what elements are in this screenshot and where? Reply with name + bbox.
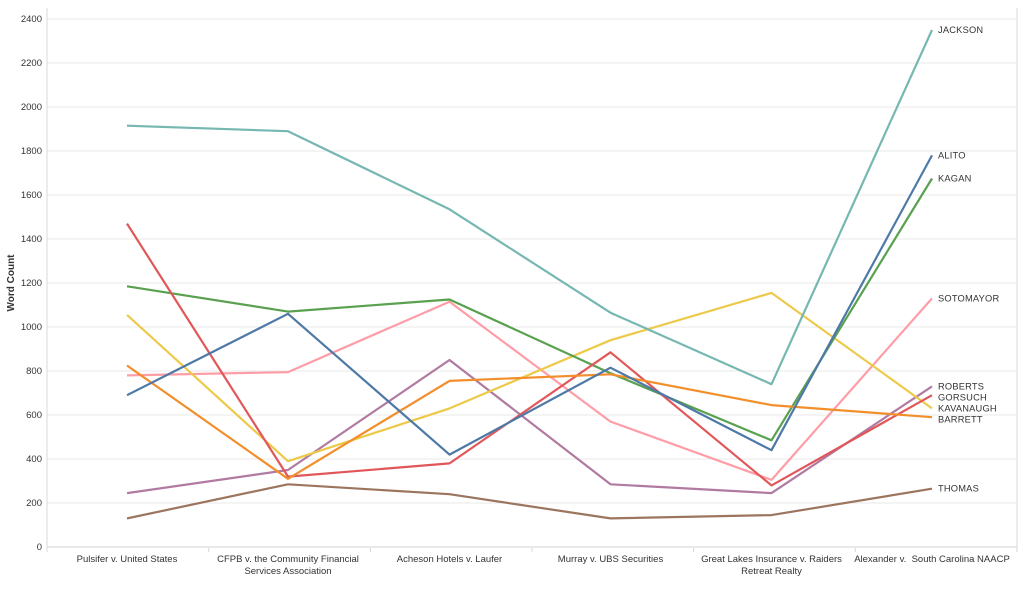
- series-end-label-kagan[interactable]: KAGAN: [938, 174, 972, 184]
- y-tick-label: 200: [26, 498, 42, 509]
- series-line-barrett[interactable]: [126, 364, 933, 480]
- x-axis-label: Alexander v. South Carolina NAACP: [854, 554, 1010, 565]
- series-line-gorsuch[interactable]: [126, 223, 933, 487]
- y-tick-label: 600: [26, 410, 42, 421]
- y-tick-label: 1400: [21, 234, 42, 245]
- series-end-label-thomas[interactable]: THOMAS: [938, 484, 979, 494]
- y-tick-label: 1800: [21, 146, 42, 157]
- x-axis-label: CFPB v. the Community Financial: [217, 554, 359, 565]
- series-line-alito[interactable]: [126, 154, 933, 456]
- y-tick-label: 800: [26, 366, 42, 377]
- series-end-label-kavanaugh[interactable]: KAVANAUGH: [938, 403, 997, 413]
- series-line-kagan[interactable]: [126, 177, 933, 442]
- y-tick-label: 1200: [21, 278, 42, 289]
- x-axis-label: Services Association: [244, 566, 331, 577]
- series-line-thomas[interactable]: [126, 483, 933, 520]
- x-axis-label: Retreat Realty: [741, 566, 802, 577]
- y-tick-label: 0: [37, 542, 42, 553]
- series-end-label-sotomayor[interactable]: SOTOMAYOR: [938, 293, 999, 303]
- series-end-label-gorsuch[interactable]: GORSUCH: [938, 392, 987, 402]
- y-tick-label: 1000: [21, 322, 42, 333]
- series-end-label-barrett[interactable]: BARRETT: [938, 414, 983, 424]
- series-line-kavanaugh[interactable]: [126, 291, 933, 463]
- y-axis-title: Word Count: [6, 254, 17, 312]
- x-axis-label: Murray v. UBS Securities: [558, 554, 664, 565]
- series-line-roberts[interactable]: [126, 358, 933, 495]
- y-tick-label: 2400: [21, 14, 42, 25]
- y-tick-label: 1600: [21, 190, 42, 201]
- series-end-label-jackson[interactable]: JACKSON: [938, 25, 983, 35]
- y-tick-label: 400: [26, 454, 42, 465]
- series-end-label-alito[interactable]: ALITO: [938, 150, 966, 160]
- series-line-sotomayor[interactable]: [126, 297, 933, 481]
- y-tick-label: 2200: [21, 58, 42, 69]
- y-tick-label: 2000: [21, 102, 42, 113]
- x-axis-label: Pulsifer v. United States: [77, 554, 178, 565]
- x-axis-label: Acheson Hotels v. Laufer: [397, 554, 502, 565]
- series-line-jackson[interactable]: [126, 29, 934, 386]
- series-end-label-roberts[interactable]: ROBERTS: [938, 381, 984, 391]
- x-axis-label: Great Lakes Insurance v. Raiders: [701, 554, 842, 565]
